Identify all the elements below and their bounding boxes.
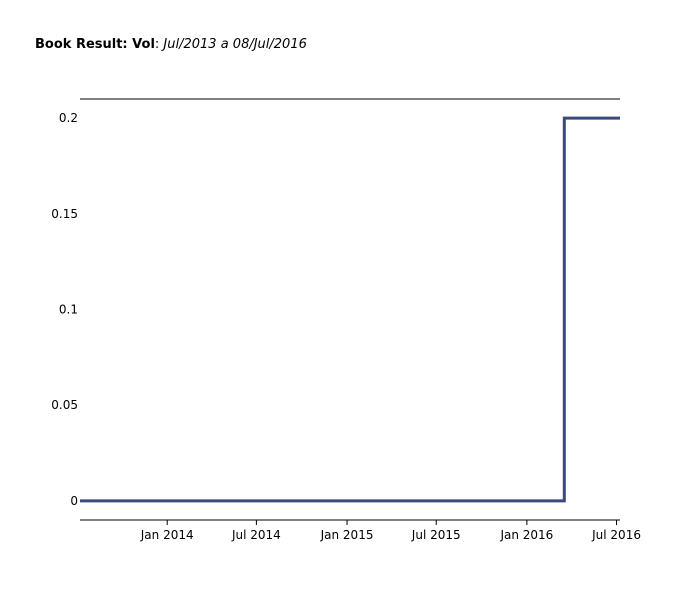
axes [80,98,620,521]
x-tick-label: Jul 2016 [591,528,641,542]
y-tick-label: 0.1 [59,303,78,317]
chart-title-period: Jul/2013 a 08/Jul/2016 [163,37,307,52]
x-tick-label: Jul 2015 [411,528,461,542]
y-axis-ticks: 0 0.05 0.1 0.15 0.2 [51,111,78,508]
chart-title-separator: : [154,37,164,52]
x-tick-label: Jul 2014 [231,528,281,542]
series-line [80,116,620,503]
y-tick-label: 0 [70,494,78,508]
x-axis-ticks: Jan 2014 Jul 2014 Jan 2015 Jul 2015 Jan 2016… [140,520,641,542]
chart-title-bold: Book Result: Vol [35,37,155,52]
x-tick-label: Jan 2015 [320,528,374,542]
y-tick-label: 0.05 [51,398,78,412]
series-group [80,116,620,503]
x-tick-label: Jan 2014 [140,528,194,542]
x-tick-label: Jan 2016 [499,528,553,542]
y-tick-label: 0.2 [59,111,78,125]
chart-title: Book Result: Vol: Jul/2013 a 08/Jul/2016 [35,37,307,52]
y-tick-label: 0.15 [51,207,78,221]
